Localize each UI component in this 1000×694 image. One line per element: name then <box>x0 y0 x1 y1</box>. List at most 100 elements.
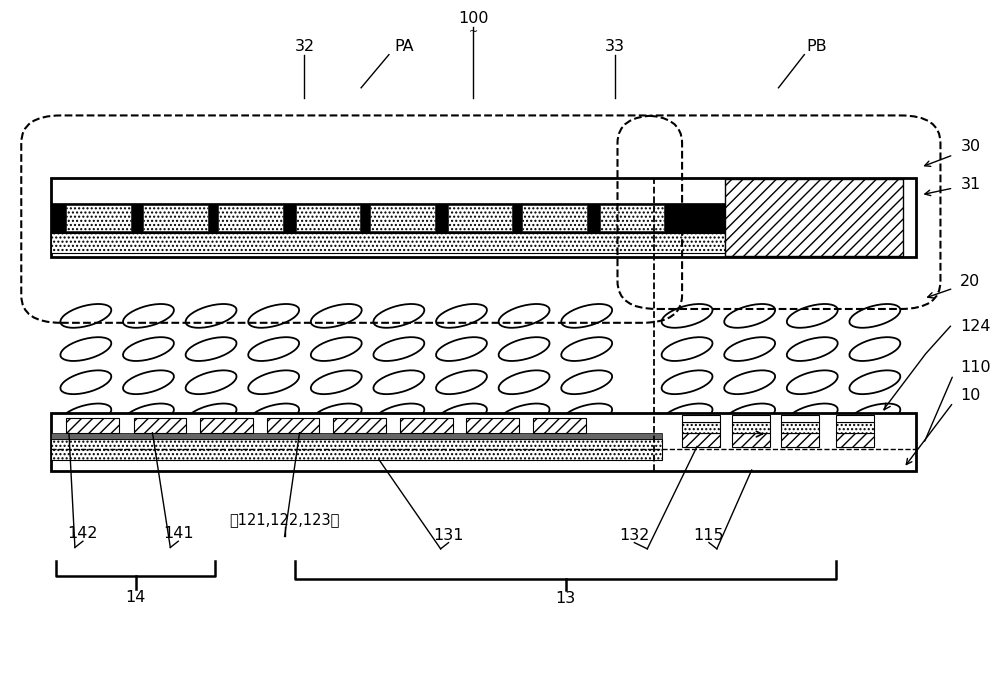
Bar <box>296 205 360 231</box>
Bar <box>370 205 435 231</box>
Ellipse shape <box>436 304 487 328</box>
Bar <box>836 433 874 446</box>
Text: 30: 30 <box>960 139 980 154</box>
Ellipse shape <box>849 371 900 394</box>
Bar <box>466 418 519 433</box>
Text: 32: 32 <box>294 39 315 54</box>
Ellipse shape <box>724 337 775 361</box>
Bar <box>682 433 720 446</box>
Ellipse shape <box>60 371 111 394</box>
Bar <box>448 205 512 231</box>
Ellipse shape <box>311 371 362 394</box>
Ellipse shape <box>561 371 612 394</box>
Ellipse shape <box>373 371 424 394</box>
Bar <box>732 415 770 422</box>
Ellipse shape <box>499 371 550 394</box>
Ellipse shape <box>186 304 237 328</box>
Ellipse shape <box>311 403 362 428</box>
Text: 142: 142 <box>68 526 98 541</box>
Bar <box>781 433 819 446</box>
Text: 124: 124 <box>960 319 991 334</box>
Text: PA: PA <box>394 39 414 54</box>
Ellipse shape <box>561 304 612 328</box>
Ellipse shape <box>436 337 487 361</box>
Ellipse shape <box>436 371 487 394</box>
Ellipse shape <box>123 403 174 428</box>
Ellipse shape <box>561 403 612 428</box>
Bar <box>725 179 903 256</box>
Ellipse shape <box>60 337 111 361</box>
Ellipse shape <box>436 403 487 428</box>
Ellipse shape <box>311 337 362 361</box>
Bar <box>533 418 586 433</box>
Bar <box>51 233 725 253</box>
Ellipse shape <box>662 371 713 394</box>
Bar <box>143 205 208 231</box>
Bar <box>522 205 587 231</box>
Ellipse shape <box>849 304 900 328</box>
Ellipse shape <box>311 304 362 328</box>
Ellipse shape <box>123 337 174 361</box>
Bar <box>267 418 319 433</box>
Bar <box>732 433 770 446</box>
Bar <box>51 413 916 471</box>
Bar <box>781 422 819 433</box>
Text: 132: 132 <box>619 527 650 543</box>
Ellipse shape <box>248 304 299 328</box>
Text: 141: 141 <box>163 526 194 541</box>
Text: 131: 131 <box>433 527 464 543</box>
Ellipse shape <box>724 304 775 328</box>
Ellipse shape <box>499 403 550 428</box>
Ellipse shape <box>662 403 713 428</box>
Bar <box>51 178 916 257</box>
Bar <box>66 418 119 433</box>
Ellipse shape <box>787 337 838 361</box>
Bar <box>836 422 874 433</box>
Bar <box>400 418 453 433</box>
Ellipse shape <box>373 304 424 328</box>
Text: PB: PB <box>806 39 827 54</box>
Text: 20: 20 <box>960 274 981 289</box>
Ellipse shape <box>849 337 900 361</box>
Text: 10: 10 <box>960 388 981 403</box>
Ellipse shape <box>499 337 550 361</box>
Ellipse shape <box>499 304 550 328</box>
Ellipse shape <box>123 304 174 328</box>
Ellipse shape <box>787 304 838 328</box>
Ellipse shape <box>724 403 775 428</box>
Bar <box>333 418 386 433</box>
Bar <box>51 203 725 233</box>
Bar <box>51 433 662 439</box>
Bar <box>218 205 283 231</box>
Ellipse shape <box>787 371 838 394</box>
Bar <box>781 415 819 422</box>
Text: 110: 110 <box>960 360 991 375</box>
Bar <box>134 418 186 433</box>
Ellipse shape <box>248 403 299 428</box>
Ellipse shape <box>186 337 237 361</box>
Bar <box>66 205 131 231</box>
Ellipse shape <box>662 304 713 328</box>
Bar <box>682 422 720 433</box>
Bar <box>200 418 253 433</box>
Ellipse shape <box>60 304 111 328</box>
Ellipse shape <box>60 403 111 428</box>
Text: 14: 14 <box>125 590 146 604</box>
Ellipse shape <box>373 337 424 361</box>
Ellipse shape <box>186 403 237 428</box>
Ellipse shape <box>724 371 775 394</box>
Ellipse shape <box>248 371 299 394</box>
Text: 13: 13 <box>556 591 576 606</box>
Text: 31: 31 <box>960 177 981 192</box>
Ellipse shape <box>849 403 900 428</box>
Ellipse shape <box>373 403 424 428</box>
Bar <box>600 205 664 231</box>
Ellipse shape <box>787 403 838 428</box>
Text: 〈121,122,123〉: 〈121,122,123〉 <box>229 512 340 527</box>
Ellipse shape <box>561 337 612 361</box>
Bar <box>51 439 662 459</box>
Text: ~: ~ <box>469 27 478 37</box>
Ellipse shape <box>662 337 713 361</box>
Ellipse shape <box>123 371 174 394</box>
Ellipse shape <box>248 337 299 361</box>
